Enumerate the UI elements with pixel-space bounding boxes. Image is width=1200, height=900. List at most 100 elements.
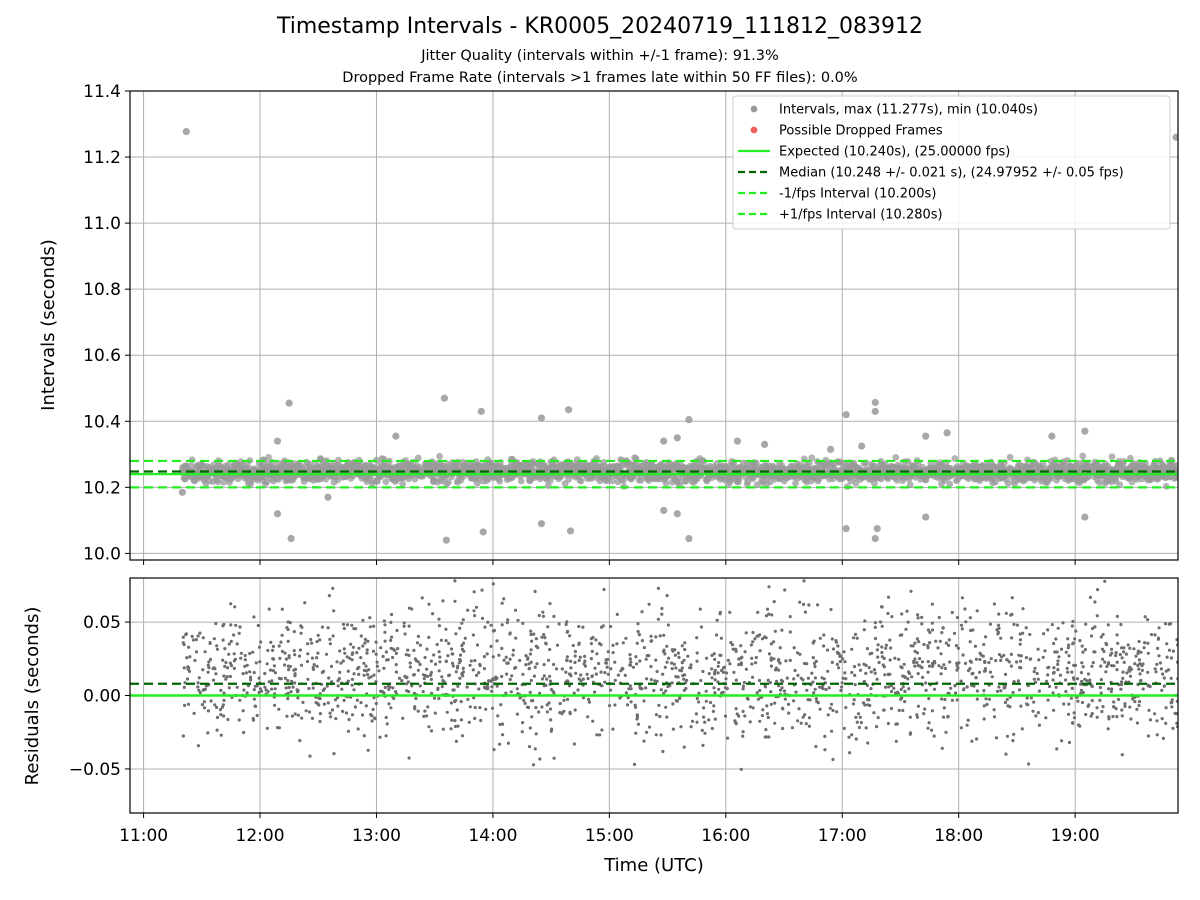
residual-point xyxy=(855,636,859,640)
residual-point xyxy=(322,702,326,706)
residual-point xyxy=(645,654,649,658)
interval-outlier-point xyxy=(922,513,930,521)
residual-point xyxy=(577,624,581,629)
interval-point xyxy=(744,478,752,486)
residual-point xyxy=(654,658,658,662)
residual-point xyxy=(564,622,568,627)
residual-point xyxy=(613,678,617,683)
interval-outlier-point xyxy=(392,432,400,440)
residual-point xyxy=(267,607,271,611)
residual-point xyxy=(1037,689,1041,693)
residual-point xyxy=(611,643,615,648)
residual-point xyxy=(1103,660,1107,664)
residual-point xyxy=(1010,636,1014,640)
residual-point xyxy=(813,664,817,669)
residual-point xyxy=(778,661,782,665)
residual-point xyxy=(449,701,453,705)
residual-point xyxy=(943,666,948,671)
residual-point xyxy=(548,679,553,683)
residual-point xyxy=(1120,680,1124,684)
residual-point xyxy=(882,656,886,661)
residual-point xyxy=(193,658,197,663)
residual-point xyxy=(352,672,356,676)
residual-point xyxy=(362,673,366,677)
residual-point xyxy=(309,637,313,642)
residual-point xyxy=(1164,706,1168,710)
residual-point xyxy=(1122,650,1126,654)
residual-point xyxy=(286,627,290,632)
residual-point xyxy=(258,687,263,691)
residual-point xyxy=(1012,622,1016,627)
residual-point xyxy=(734,649,738,654)
residual-point xyxy=(1072,677,1076,681)
residual-point xyxy=(753,637,757,641)
residual-point xyxy=(861,701,866,705)
residual-point xyxy=(678,696,682,701)
residual-point xyxy=(848,751,852,755)
residual-point xyxy=(318,712,322,716)
residual-point xyxy=(366,748,370,752)
residual-point xyxy=(201,688,205,692)
residual-point xyxy=(375,660,379,664)
residual-point xyxy=(913,664,917,668)
residual-point xyxy=(1140,668,1144,673)
residual-point xyxy=(1018,638,1023,642)
residual-point xyxy=(227,686,231,690)
residual-point xyxy=(1137,700,1142,704)
residual-point xyxy=(593,690,597,694)
residual-point xyxy=(930,728,934,732)
residual-point xyxy=(1093,625,1097,629)
residual-point xyxy=(527,666,532,671)
interval-outlier-point xyxy=(842,411,850,419)
residual-point xyxy=(1110,664,1114,668)
residual-point xyxy=(902,662,906,666)
interval-point xyxy=(306,460,314,468)
residual-point xyxy=(389,706,393,710)
residual-point xyxy=(837,651,841,656)
residual-point xyxy=(332,752,336,756)
residual-point xyxy=(343,651,347,655)
residual-point xyxy=(897,708,901,713)
residual-point xyxy=(629,687,633,691)
residual-point xyxy=(936,646,940,650)
residual-point xyxy=(515,712,520,716)
residual-point xyxy=(608,704,612,708)
residual-point xyxy=(212,637,216,641)
residual-point xyxy=(500,601,504,605)
residual-point xyxy=(453,579,457,583)
residual-point xyxy=(978,657,982,662)
residual-point xyxy=(1114,707,1118,711)
residual-point xyxy=(949,686,953,690)
interval-outlier-point xyxy=(273,510,282,518)
residual-point xyxy=(1143,641,1147,645)
residual-point xyxy=(784,659,788,663)
residual-point xyxy=(531,763,536,767)
interval-outlier-point xyxy=(537,520,546,528)
residual-point xyxy=(579,673,583,677)
residual-point xyxy=(293,672,297,676)
residual-point xyxy=(990,675,994,679)
residual-point xyxy=(257,645,262,649)
residual-point xyxy=(628,684,632,688)
residual-point xyxy=(1091,661,1095,665)
residual-point xyxy=(852,636,856,640)
residual-point xyxy=(315,664,319,668)
residual-point xyxy=(1115,668,1119,672)
residual-point xyxy=(775,679,779,683)
residual-point xyxy=(415,641,419,645)
residual-point xyxy=(1116,697,1121,702)
residual-point xyxy=(897,657,901,662)
residual-point xyxy=(750,656,754,660)
residual-point xyxy=(1046,628,1050,632)
residual-point xyxy=(915,637,920,641)
residual-point xyxy=(1009,652,1014,657)
residual-point xyxy=(342,626,346,631)
residual-point xyxy=(1133,662,1137,666)
residual-point xyxy=(207,660,211,664)
residual-point xyxy=(1067,654,1071,658)
residual-point xyxy=(850,670,854,675)
residual-point xyxy=(1071,641,1075,645)
chart-subtitle-jitter: Jitter Quality (intervals within +/-1 fr… xyxy=(421,48,779,64)
residual-point xyxy=(533,589,537,594)
